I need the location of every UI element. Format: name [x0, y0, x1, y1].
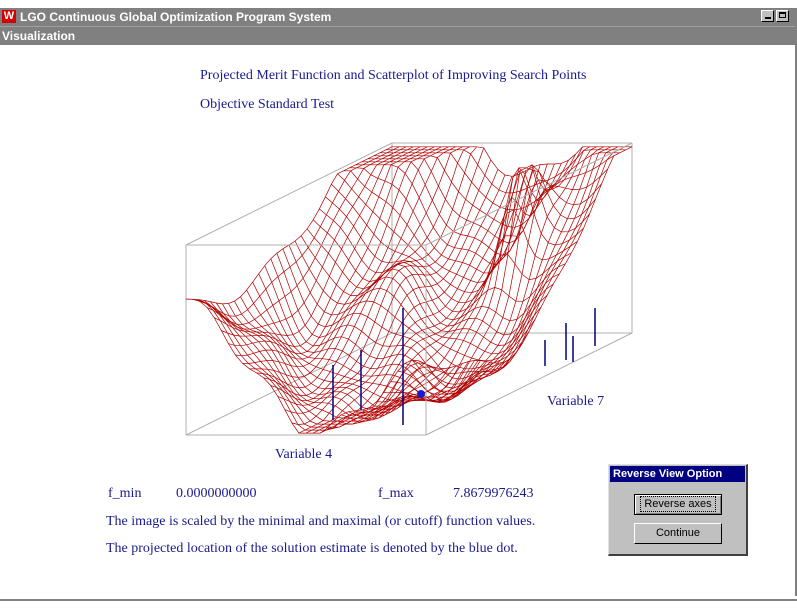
- x-axis-label: Variable 4: [275, 447, 333, 462]
- window-right-border: [795, 26, 797, 596]
- note-scaling: The image is scaled by the minimal and m…: [106, 514, 536, 529]
- menu-bar: Visualization: [0, 26, 797, 45]
- lgo-logo-icon: W: [2, 10, 16, 23]
- chart-subtitle: Objective Standard Test: [200, 97, 335, 112]
- fmax-label: f_max: [378, 486, 414, 501]
- status-divider: [0, 599, 797, 601]
- chart-title: Projected Merit Function and Scatterplot…: [200, 68, 587, 83]
- plot-box-back: [185, 142, 633, 436]
- plot-box-front: [186, 142, 633, 435]
- window-title: LGO Continuous Global Optimization Progr…: [20, 10, 332, 24]
- maximize-icon[interactable]: [776, 10, 789, 22]
- surface-mesh: [185, 146, 633, 434]
- reverse-axes-label: Reverse axes: [640, 496, 716, 512]
- continue-button[interactable]: Continue: [634, 523, 722, 544]
- reverse-view-dialog: Reverse View Option Reverse axes Continu…: [608, 464, 748, 556]
- note-blue-dot: The projected location of the solution e…: [106, 541, 518, 556]
- fmin-value: 0.0000000000: [176, 486, 257, 501]
- menu-visualization[interactable]: Visualization: [2, 29, 76, 43]
- fmax-value: 7.8679976243: [453, 486, 534, 501]
- minimize-icon[interactable]: [761, 10, 774, 22]
- z-axis-label: Variable 7: [547, 394, 605, 409]
- scatter-points: [332, 308, 596, 425]
- dialog-title: Reverse View Option: [610, 466, 745, 482]
- solution-estimate-dot: [417, 390, 425, 398]
- fmin-label: f_min: [108, 486, 142, 501]
- window-title-bar[interactable]: W LGO Continuous Global Optimization Pro…: [0, 8, 797, 26]
- reverse-axes-button[interactable]: Reverse axes: [634, 494, 722, 515]
